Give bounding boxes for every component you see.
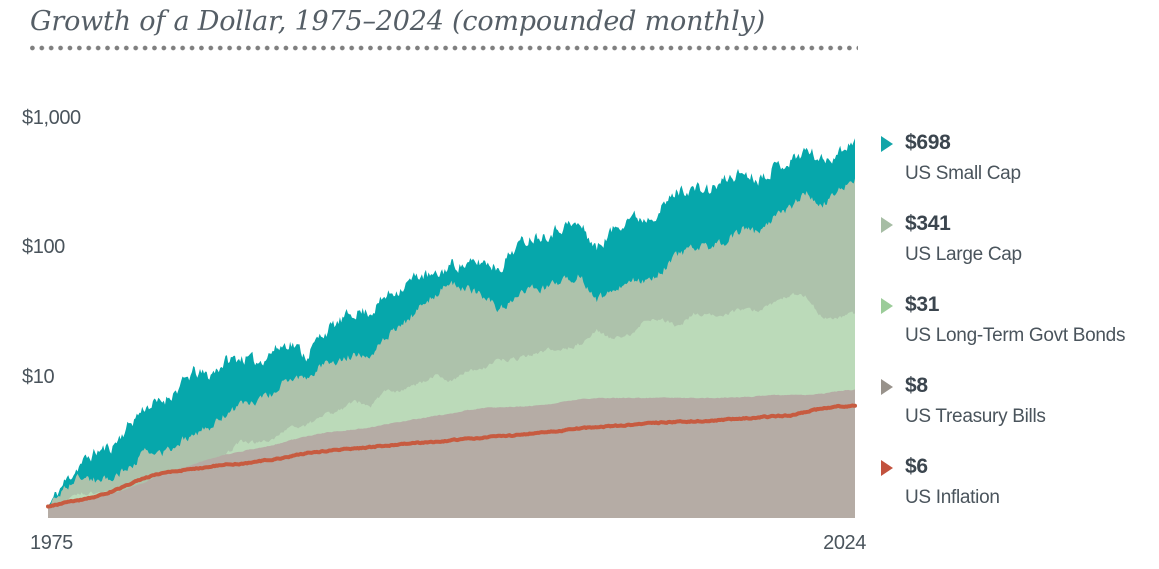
legend-value: $698 [905, 131, 951, 154]
series-line-us-inflation [46, 403, 857, 509]
y-tick-100: $100 [22, 236, 65, 258]
legend-series-name: US Treasury Bills [905, 406, 1046, 427]
legend-arrow-icon [881, 136, 893, 152]
legend-series-name: US Large Cap [905, 244, 1022, 265]
chart-title: Growth of a Dollar, 1975–2024 (compounde… [30, 6, 765, 37]
growth-chart-plot-area [30, 100, 870, 525]
chart-canvas [46, 138, 857, 518]
legend-value: $341 [905, 212, 951, 235]
legend-arrow-icon [881, 460, 893, 476]
x-tick-1975: 1975 [30, 532, 73, 554]
legend-series-name: US Long-Term Govt Bonds [905, 325, 1126, 346]
y-tick-10: $10 [22, 366, 55, 388]
legend-value: $31 [905, 293, 940, 316]
dotted-divider [30, 45, 858, 51]
legend-value: $6 [905, 455, 928, 478]
legend-arrow-icon [881, 217, 893, 233]
legend-series-name: US Inflation [905, 487, 1000, 508]
legend-arrow-icon [881, 379, 893, 395]
legend-value: $8 [905, 374, 928, 397]
chart-legend: $698 US Small Cap $341 US Large Cap $31 … [881, 0, 1159, 569]
y-tick-1000: $1,000 [22, 107, 81, 129]
legend-series-name: US Small Cap [905, 163, 1021, 184]
x-tick-2024: 2024 [823, 532, 866, 554]
legend-arrow-icon [881, 298, 893, 314]
